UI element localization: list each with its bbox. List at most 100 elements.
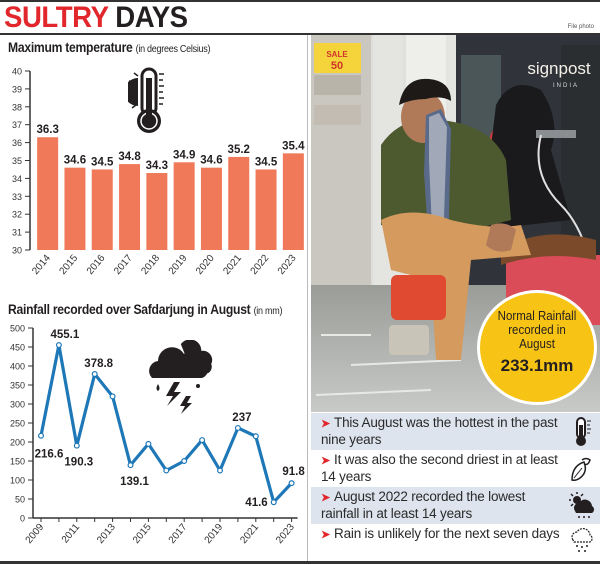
- x-tick-label: 2009: [24, 522, 47, 546]
- y-tick-label: 32: [12, 210, 22, 220]
- temperature-bar: [91, 169, 113, 250]
- x-tick-label: 2011: [60, 522, 83, 546]
- temperature-unit: (in degrees Celsius): [135, 44, 211, 55]
- x-tick-label: 2014: [30, 253, 53, 277]
- fact-text: It was also the second driest in at leas…: [321, 452, 558, 484]
- facts-list: ➤ This August was the hottest in the past…: [311, 413, 600, 561]
- temperature-bar: [255, 169, 277, 250]
- bar-value-label: 34.3: [146, 160, 168, 172]
- y-tick-label: 250: [10, 419, 25, 429]
- bullet-arrow-icon: ➤: [321, 418, 331, 430]
- bullet-arrow-icon: ➤: [321, 492, 331, 504]
- temperature-bar: [64, 167, 86, 250]
- y-tick-label: 38: [12, 102, 22, 112]
- rainfall-point: [37, 432, 44, 439]
- bar-value-label: 34.6: [200, 155, 222, 167]
- rainfall-point: [109, 393, 116, 400]
- y-tick-label: 33: [12, 192, 22, 202]
- sale-sign-line2: 50: [331, 60, 343, 72]
- bar-value-label: 34.8: [118, 151, 141, 163]
- y-tick-label: 34: [12, 174, 22, 184]
- dry-leaf-icon: [571, 457, 591, 481]
- y-tick-label: 0: [20, 514, 25, 524]
- y-tick-label: 40: [12, 67, 22, 77]
- x-tick-label: 2018: [139, 253, 162, 277]
- fact-text: This August was the hottest in the past …: [321, 415, 558, 447]
- callout-line-1: Normal Rainfall: [497, 309, 577, 323]
- bar-value-label: 34.5: [91, 156, 114, 168]
- bullet-arrow-icon: ➤: [321, 455, 331, 467]
- point-value-label: 237: [232, 412, 251, 424]
- callout-line-2: recorded in: [508, 323, 566, 337]
- rainfall-point: [252, 433, 259, 440]
- x-tick-label: 2013: [95, 522, 118, 546]
- rainfall-point: [217, 467, 224, 474]
- store-sign-sub: INDIA: [553, 83, 579, 89]
- x-tick-label: 2017: [167, 522, 190, 546]
- thunderstorm-cloud-icon: [149, 340, 214, 414]
- normal-rainfall-callout: Normal Rainfall recorded in August 233.1…: [477, 290, 597, 405]
- temperature-bar: [37, 137, 59, 250]
- x-tick-label: 2015: [131, 522, 154, 546]
- rainfall-point: [145, 440, 152, 447]
- column-divider: [307, 35, 308, 562]
- temperature-bar: [119, 164, 141, 250]
- y-tick-label: 50: [15, 495, 25, 505]
- rainfall-unit: (in mm): [253, 306, 283, 317]
- temperature-chart-title: Maximum temperature (in degrees Celsius): [8, 40, 211, 55]
- fact-text: Rain is unlikely for the next seven days: [334, 526, 560, 541]
- y-tick-label: 350: [10, 381, 25, 391]
- rainfall-point: [199, 437, 206, 444]
- y-tick-label: 36: [12, 138, 22, 148]
- rainfall-point: [288, 480, 295, 487]
- fact-item: ➤ This August was the hottest in the past…: [311, 413, 600, 450]
- point-value-label: 378.8: [84, 358, 113, 370]
- rainfall-point: [163, 467, 170, 474]
- x-tick-label: 2019: [203, 522, 226, 546]
- y-tick-label: 35: [12, 156, 22, 166]
- bar-value-label: 34.9: [173, 149, 195, 161]
- rain-cloud-icon: [571, 527, 593, 552]
- bar-value-label: 35.2: [228, 144, 250, 156]
- thermometer-icon: [576, 417, 591, 446]
- y-tick-label: 400: [10, 362, 25, 372]
- bar-value-label: 34.5: [255, 156, 278, 168]
- point-value-label: 190.3: [64, 457, 93, 469]
- y-tick-label: 30: [12, 246, 22, 256]
- callout-line-3: August: [519, 337, 555, 351]
- point-value-label: 455.1: [51, 329, 80, 341]
- y-tick-label: 100: [10, 476, 25, 486]
- y-tick-label: 150: [10, 457, 25, 467]
- y-tick-label: 450: [10, 343, 25, 353]
- temperature-bar: [146, 173, 168, 250]
- bar-value-label: 34.6: [64, 155, 86, 167]
- rainfall-point: [270, 499, 277, 506]
- x-tick-label: 2017: [112, 253, 135, 277]
- x-tick-label: 2019: [167, 253, 190, 277]
- y-tick-label: 500: [10, 324, 25, 334]
- top-rule: [0, 0, 600, 2]
- photo-credit: File photo: [567, 24, 594, 30]
- rainfall-line-chart: 0 50 100 150 200 250 300 350 400 450 500 2009 2011 20…: [10, 324, 305, 546]
- fact-text: August 2022 recorded the lowest rainfall…: [321, 489, 526, 521]
- rainfall-point: [234, 424, 241, 431]
- rainfall-point: [73, 442, 80, 449]
- x-tick-label: 2015: [58, 253, 81, 277]
- rainfall-point: [181, 458, 188, 465]
- store-sign: signpost: [527, 59, 591, 78]
- bar-value-label: 36.3: [36, 124, 58, 136]
- x-tick-label: 2023: [274, 522, 297, 546]
- x-tick-label: 2020: [194, 253, 217, 277]
- y-tick-label: 300: [10, 400, 25, 410]
- point-value-label: 216.6: [35, 449, 64, 461]
- headline-part-1: SULTRY: [4, 1, 109, 34]
- temperature-bar: [200, 167, 222, 250]
- y-tick-label: 39: [12, 84, 22, 94]
- fact-item: ➤ August 2022 recorded the lowest rainfal…: [311, 487, 600, 524]
- temperature-bar: [282, 153, 304, 250]
- headline-part-2: DAYS: [115, 1, 188, 34]
- sun-cloud-rain-icon: [569, 492, 594, 518]
- bullet-arrow-icon: ➤: [321, 529, 331, 541]
- bar-value-label: 35.4: [282, 140, 305, 152]
- point-value-label: 41.6: [245, 497, 267, 509]
